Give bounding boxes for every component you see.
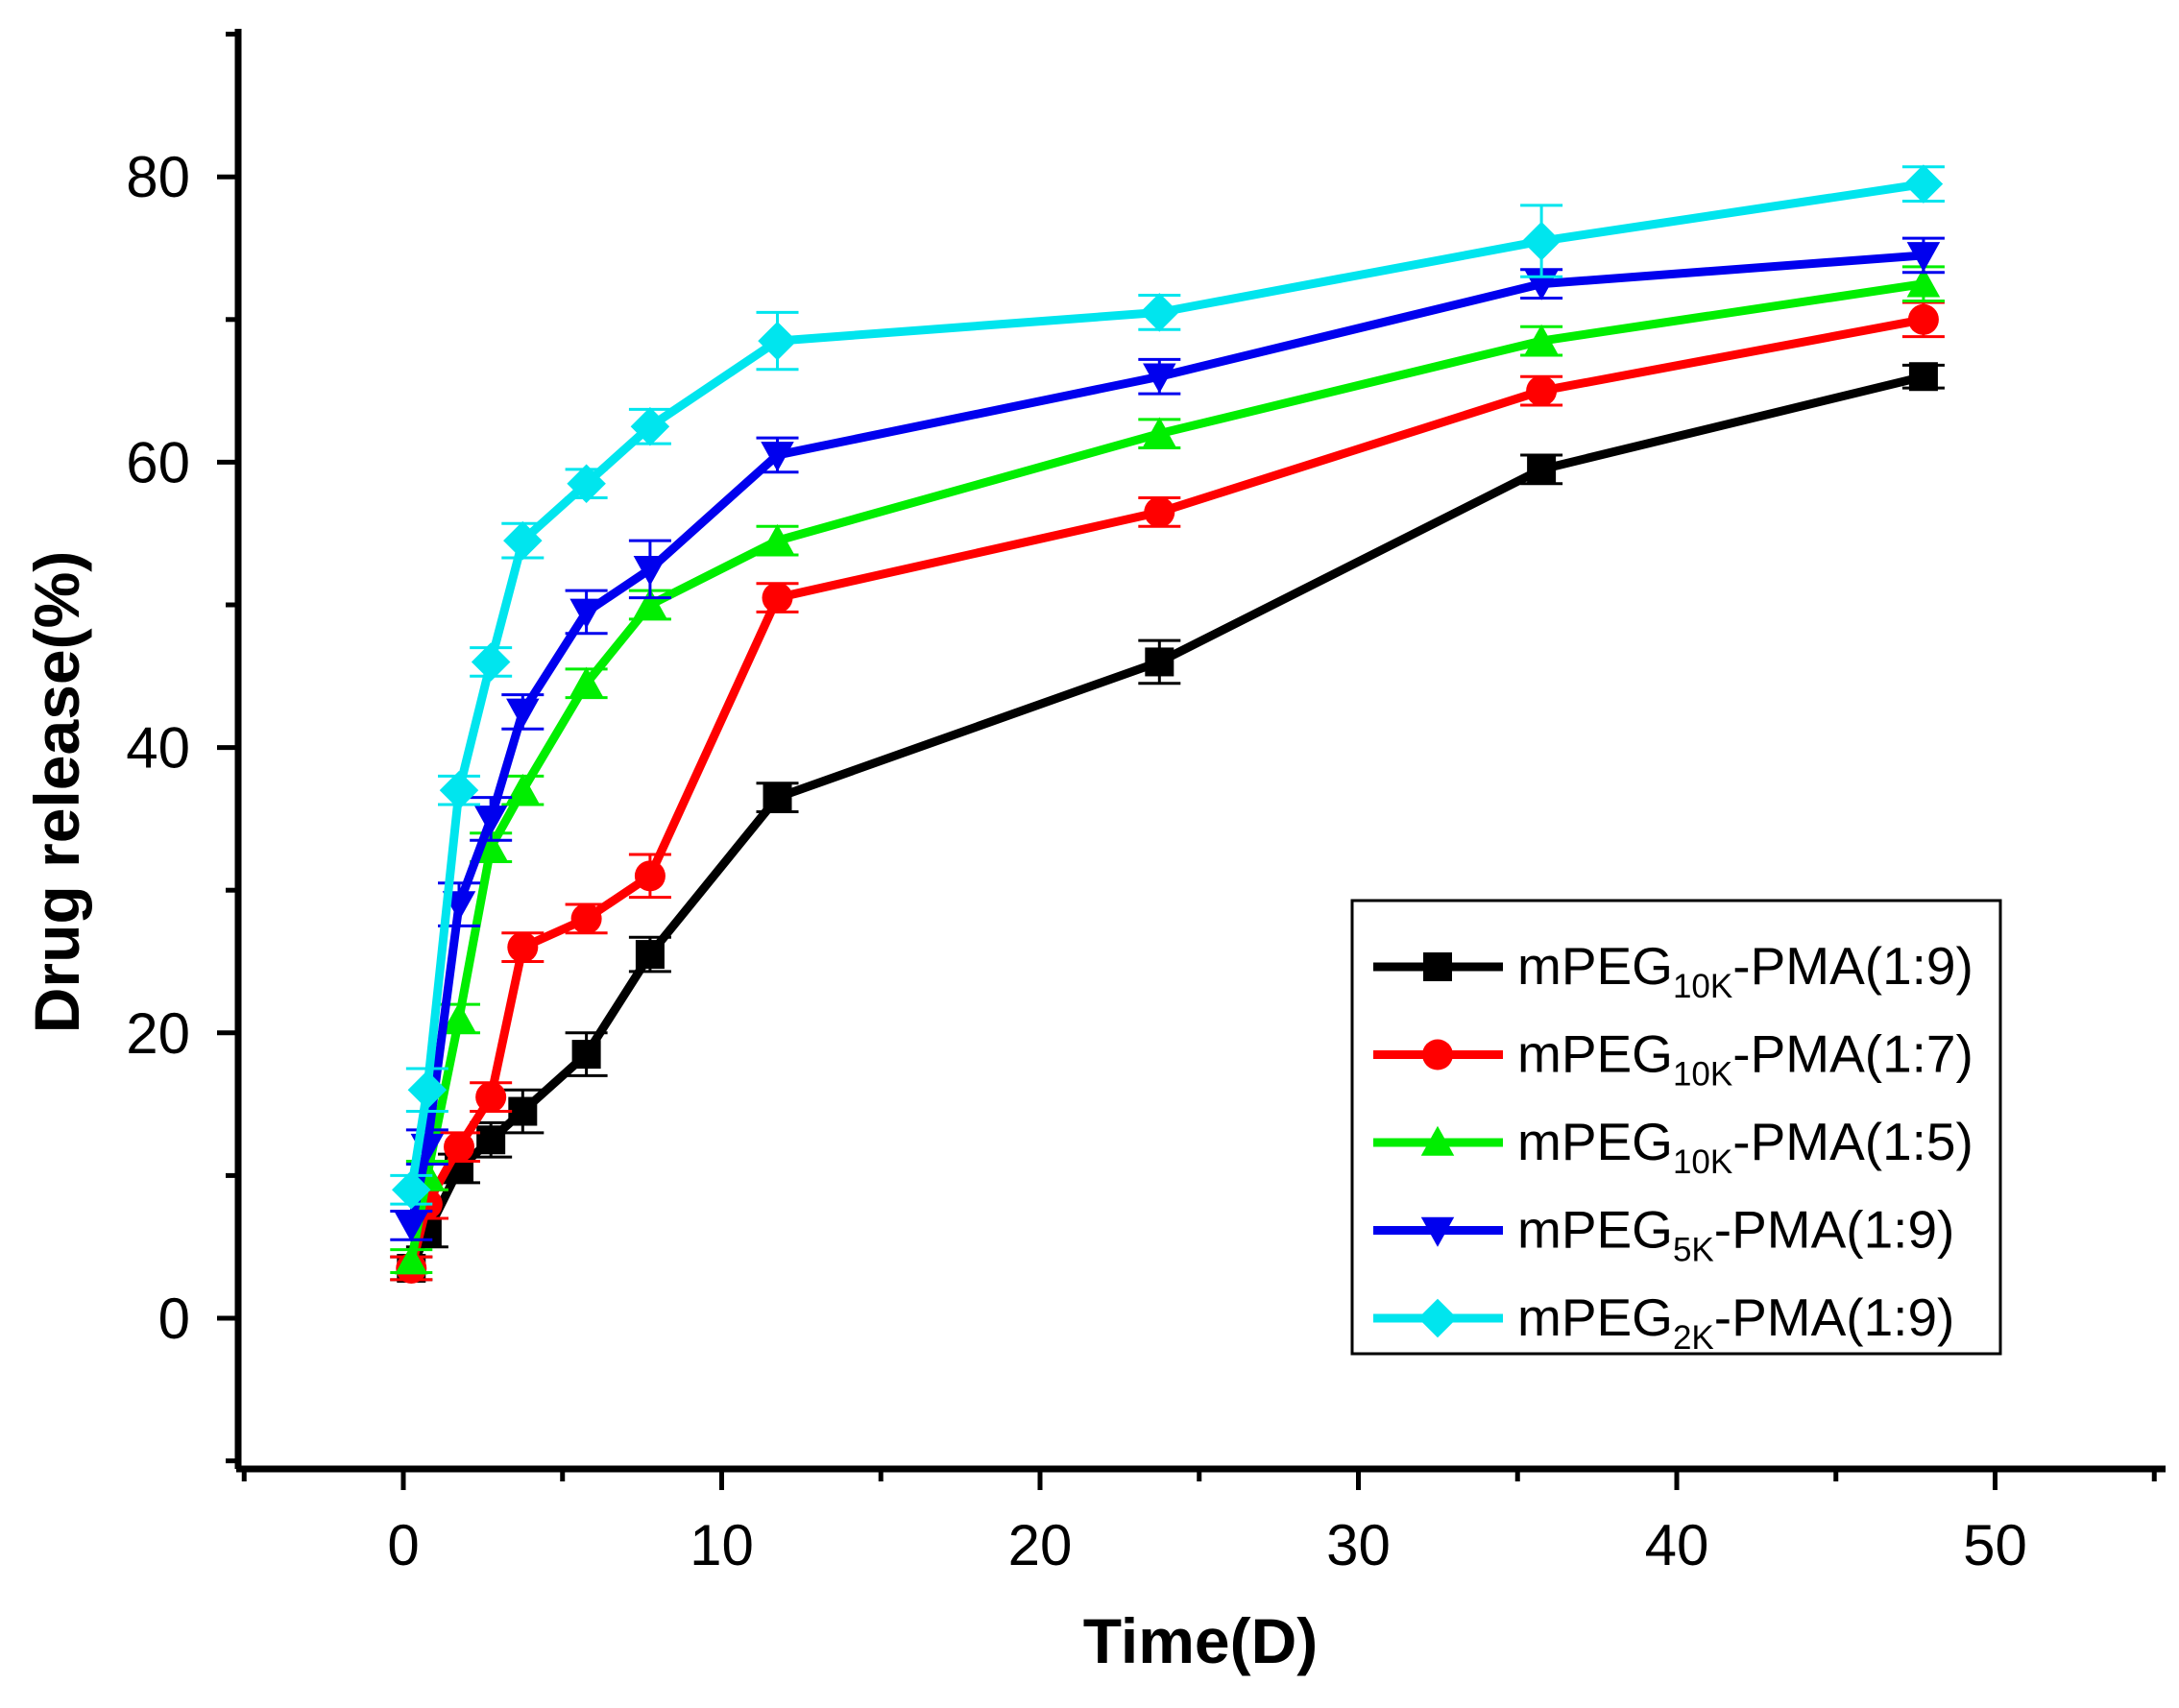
y-tick-label: 80	[126, 145, 190, 209]
data-point	[395, 1212, 428, 1242]
legend-marker	[1420, 1125, 1455, 1156]
ticks-layer: 0 10 20 30 40 50 0 20 40 60 80	[126, 32, 2157, 1577]
data-point	[1524, 324, 1559, 354]
data-point	[1526, 375, 1558, 407]
data-point	[1907, 303, 1939, 335]
data-point	[439, 770, 479, 810]
data-point	[473, 806, 508, 836]
legend-marker	[1417, 1298, 1458, 1338]
data-point	[569, 598, 603, 629]
data-point	[407, 1070, 448, 1110]
legend-item: mPEG5K-PMA(1:9)	[1373, 1200, 1954, 1269]
legend-label: mPEG10K-PMA(1:5)	[1517, 1112, 1973, 1181]
data-point	[442, 1001, 476, 1032]
data-point	[1143, 363, 1176, 394]
data-point	[761, 523, 794, 554]
x-tick-label: 30	[1326, 1513, 1391, 1577]
data-point	[763, 782, 792, 812]
y-tick-label: 20	[126, 1001, 190, 1066]
data-point	[475, 1081, 507, 1113]
x-tick-label: 0	[387, 1513, 419, 1577]
y-tick-label: 40	[126, 716, 190, 781]
data-point	[1140, 293, 1179, 332]
data-point	[567, 464, 606, 503]
data-point	[395, 1244, 428, 1275]
data-point	[508, 1096, 538, 1126]
data-point	[758, 321, 797, 361]
data-point	[476, 1125, 506, 1155]
x-tick-label: 50	[1963, 1513, 2027, 1577]
data-point	[633, 556, 667, 587]
data-point	[1144, 496, 1175, 528]
x-tick-label: 20	[1008, 1513, 1073, 1577]
data-point	[571, 1040, 601, 1070]
x-tick-label: 40	[1645, 1513, 1709, 1577]
data-point	[630, 407, 670, 446]
data-point	[506, 698, 540, 729]
data-point	[1143, 417, 1176, 447]
legend-label: mPEG2K-PMA(1:9)	[1517, 1287, 1954, 1357]
legend-box	[1350, 899, 2002, 1356]
series-group	[390, 265, 1945, 1275]
data-point	[1145, 647, 1174, 677]
data-point	[503, 520, 543, 561]
data-point	[1521, 221, 1562, 261]
legend-item: mPEG10K-PMA(1:9)	[1373, 936, 1973, 1005]
data-point	[634, 860, 666, 892]
series-group	[390, 164, 1945, 1210]
x-axis-title: Time(D)	[1083, 1605, 1318, 1676]
legend: mPEG10K-PMA(1:9) mPEG10K-PMA(1:7) mPEG10K-…	[1350, 899, 2002, 1357]
legend-item: mPEG2K-PMA(1:9)	[1373, 1287, 1954, 1357]
data-point	[506, 773, 540, 804]
legend-item: mPEG10K-PMA(1:7)	[1373, 1024, 1973, 1094]
legend-label: mPEG10K-PMA(1:9)	[1517, 936, 1973, 1005]
data-point	[569, 666, 603, 697]
legend-marker	[1420, 1216, 1455, 1247]
data-point	[1906, 267, 1941, 298]
y-tick-label: 60	[126, 430, 190, 494]
data-point	[1906, 242, 1941, 273]
legend-label: mPEG10K-PMA(1:7)	[1517, 1024, 1973, 1094]
legend-marker	[1423, 952, 1452, 981]
data-point	[507, 931, 539, 963]
legend-label: mPEG5K-PMA(1:9)	[1517, 1200, 1954, 1269]
data-point	[761, 442, 794, 472]
legend-marker	[1422, 1039, 1453, 1071]
y-tick-label: 0	[158, 1287, 190, 1351]
data-point	[1903, 164, 1944, 204]
data-point	[1527, 454, 1557, 484]
x-tick-label: 10	[690, 1513, 754, 1577]
data-point	[762, 582, 793, 613]
data-point	[471, 642, 511, 682]
data-point	[392, 1170, 431, 1210]
y-axis-title: Drug release(%)	[21, 551, 92, 1034]
series-layer	[390, 164, 1945, 1284]
data-point	[1908, 362, 1938, 392]
legend-item: mPEG10K-PMA(1:5)	[1373, 1112, 1973, 1181]
data-point	[570, 902, 602, 934]
data-point	[444, 1131, 475, 1163]
legend-items: mPEG10K-PMA(1:9) mPEG10K-PMA(1:7) mPEG10K-…	[1373, 936, 1973, 1357]
data-point	[635, 940, 665, 970]
data-point	[633, 588, 667, 618]
